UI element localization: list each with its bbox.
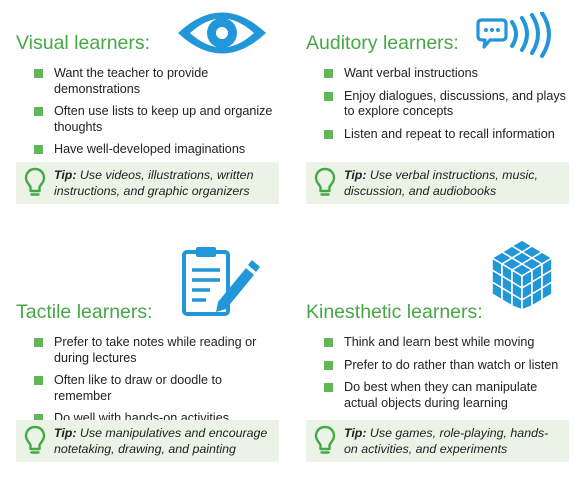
tactile-tip-box: Tip: Use manipulatives and encourage not…: [16, 420, 279, 462]
kinesthetic-learners-list: Think and learn best while moving Prefer…: [324, 335, 570, 418]
bullet-square-icon: [324, 91, 333, 101]
bullet-square-icon: [34, 338, 43, 347]
list-item: Enjoy dialogues, discussions, and plays …: [324, 89, 570, 120]
visual-learners-title: Visual learners:: [16, 32, 151, 54]
tactile-learners-title: Tactile learners:: [16, 301, 153, 323]
bullet-square-icon: [34, 145, 43, 154]
bullet-square-icon: [34, 414, 43, 423]
bullet-square-icon: [324, 338, 333, 347]
visual-tip-box: Tip: Use videos, illustrations, written …: [16, 162, 279, 204]
auditory-learners-title: Auditory learners:: [306, 32, 459, 54]
auditory-tip-box: Tip: Use verbal instructions, music, dis…: [306, 162, 569, 204]
bullet-square-icon: [34, 107, 43, 116]
bullet-square-icon: [324, 69, 333, 78]
list-item: Often like to draw or doodle to remember: [34, 373, 280, 404]
tactile-tip-text: Tip: Use manipulatives and encourage not…: [54, 426, 268, 456]
kinesthetic-tip-text: Tip: Use games, role-playing, hands-on a…: [344, 426, 549, 456]
list-item: Prefer to take notes while reading or du…: [34, 335, 280, 366]
list-item: Listen and repeat to recall information: [324, 127, 570, 143]
list-item: Think and learn best while moving: [324, 335, 570, 351]
list-item: Have well-developed imaginations: [34, 142, 280, 158]
kinesthetic-tip-box: Tip: Use games, role-playing, hands-on a…: [306, 420, 569, 462]
kinesthetic-learners-title: Kinesthetic learners:: [306, 301, 483, 323]
auditory-tip-text: Tip: Use verbal instructions, music, dis…: [344, 168, 538, 198]
lightbulb-icon: [24, 167, 46, 204]
bullet-square-icon: [34, 69, 43, 78]
visual-tip-text: Tip: Use videos, illustrations, written …: [54, 168, 254, 198]
bullet-square-icon: [34, 376, 43, 385]
lightbulb-icon: [314, 167, 336, 204]
auditory-learners-list: Want verbal instructions Enjoy dialogues…: [324, 66, 570, 149]
visual-learners-list: Want the teacher to provide demonstratio…: [34, 66, 280, 165]
speech-waves-icon: [476, 11, 556, 63]
list-item: Want the teacher to provide demonstratio…: [34, 66, 280, 97]
list-item: Do best when they can manipulate actual …: [324, 380, 570, 411]
lightbulb-icon: [24, 425, 46, 462]
tactile-learners-list: Prefer to take notes while reading or du…: [34, 335, 280, 434]
clipboard-pencil-icon: [180, 246, 260, 323]
lightbulb-icon: [314, 425, 336, 462]
bullet-square-icon: [324, 360, 333, 370]
eye-icon: [174, 6, 270, 65]
cube-puzzle-icon: [484, 236, 560, 317]
bullet-square-icon: [324, 383, 333, 392]
bullet-square-icon: [324, 129, 333, 139]
list-item: Often use lists to keep up and organize …: [34, 104, 280, 135]
list-item: Want verbal instructions: [324, 66, 570, 82]
list-item: Prefer to do rather than watch or listen: [324, 358, 570, 374]
